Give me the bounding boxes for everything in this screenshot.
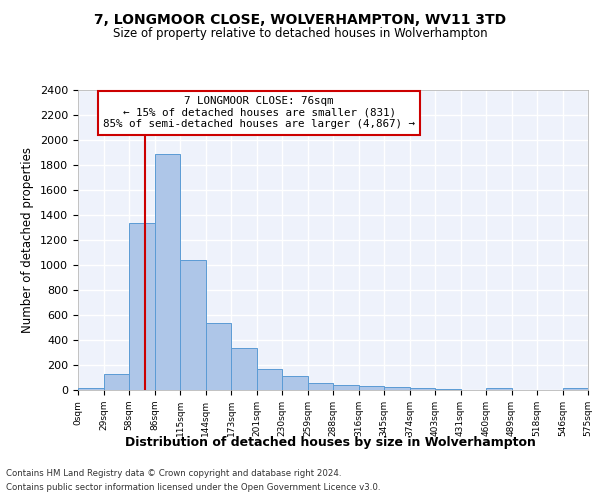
Text: Distribution of detached houses by size in Wolverhampton: Distribution of detached houses by size … — [125, 436, 535, 449]
Text: 7, LONGMOOR CLOSE, WOLVERHAMPTON, WV11 3TD: 7, LONGMOOR CLOSE, WOLVERHAMPTON, WV11 3… — [94, 12, 506, 26]
Bar — [129, 222, 155, 390]
Text: Contains HM Land Registry data © Crown copyright and database right 2024.: Contains HM Land Registry data © Crown c… — [6, 468, 341, 477]
Bar — [359, 386, 384, 390]
Bar — [435, 389, 461, 390]
Bar — [104, 374, 129, 390]
Y-axis label: Number of detached properties: Number of detached properties — [22, 147, 34, 333]
Text: Size of property relative to detached houses in Wolverhampton: Size of property relative to detached ho… — [113, 28, 487, 40]
Bar — [409, 388, 435, 390]
Bar — [78, 388, 104, 390]
Bar — [563, 388, 588, 390]
Bar — [384, 387, 409, 390]
Bar — [333, 385, 359, 390]
Text: 7 LONGMOOR CLOSE: 76sqm
← 15% of detached houses are smaller (831)
85% of semi-d: 7 LONGMOOR CLOSE: 76sqm ← 15% of detache… — [103, 96, 415, 129]
Text: Contains public sector information licensed under the Open Government Licence v3: Contains public sector information licen… — [6, 484, 380, 492]
Bar — [282, 376, 308, 390]
Bar — [155, 154, 180, 390]
Bar — [308, 382, 333, 390]
Bar — [486, 388, 511, 390]
Bar — [205, 322, 231, 390]
Bar — [257, 369, 282, 390]
Bar — [180, 260, 205, 390]
Bar — [231, 348, 257, 390]
